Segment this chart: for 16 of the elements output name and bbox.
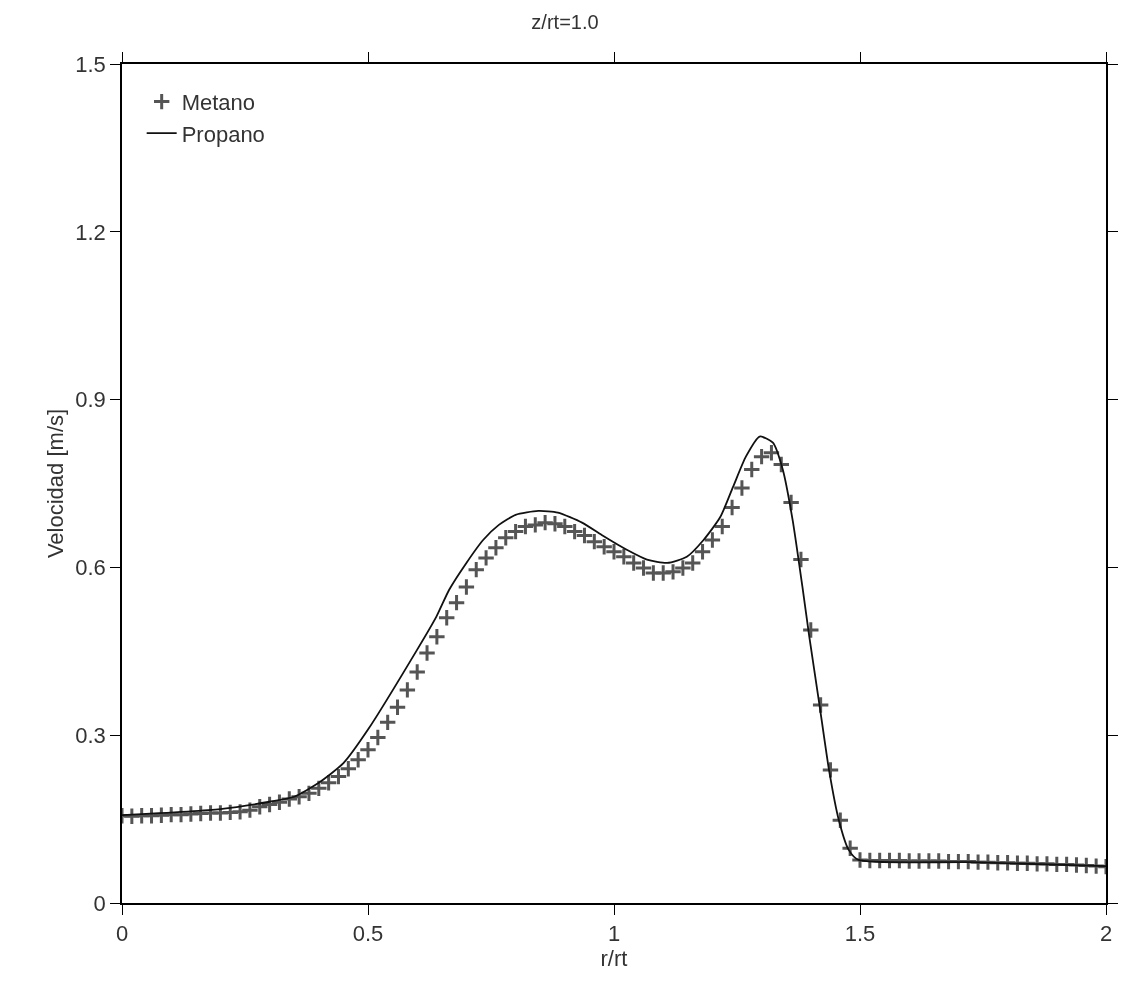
y-tick-label: 0.3 [75, 722, 106, 748]
chart-title: z/rt=1.0 [531, 11, 599, 34]
y-tick-label: 0.9 [75, 387, 106, 413]
y-tick-label: 0 [93, 890, 106, 916]
y-tick-label: 1.5 [75, 51, 106, 77]
legend-label: Propano [181, 121, 265, 147]
x-tick-label: 0 [115, 921, 129, 947]
y-tick-label: 1.2 [75, 219, 106, 245]
x-tick-label: 1 [607, 921, 621, 947]
x-tick-label: 0.5 [352, 921, 384, 947]
legend-label: Metano [181, 90, 256, 116]
y-axis-title: Velocidad [m/s] [42, 408, 68, 559]
x-axis-title: r/rt [600, 946, 628, 972]
x-tick-label: 1.5 [844, 921, 876, 947]
x-tick-label: 2 [1099, 921, 1113, 947]
y-tick-label: 0.6 [75, 555, 106, 581]
